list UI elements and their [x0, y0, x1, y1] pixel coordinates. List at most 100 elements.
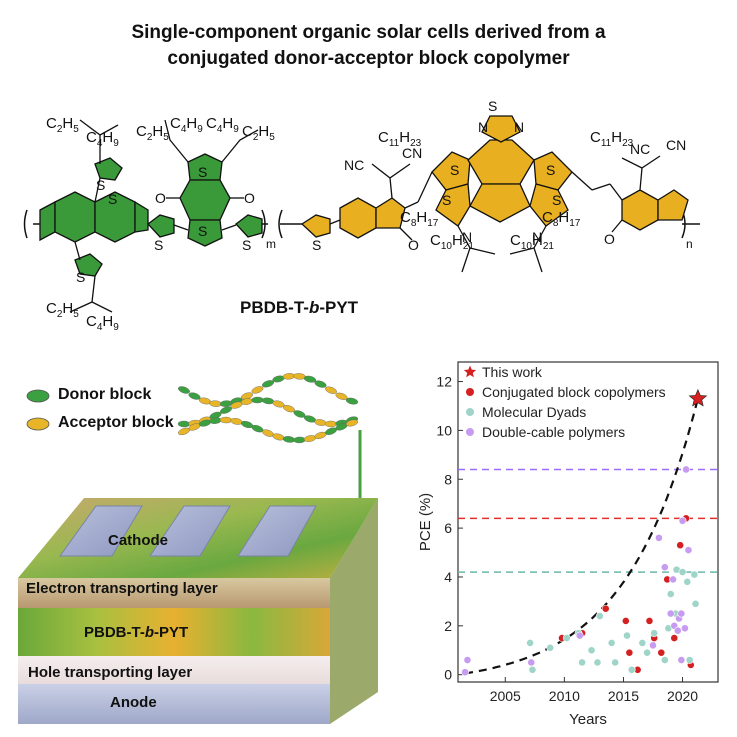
data-point	[682, 465, 690, 474]
side-chain-c8h17: C8H17	[400, 209, 439, 230]
side-chain-c10h21: C10H21	[510, 232, 554, 253]
atom-o: O	[244, 190, 255, 206]
spacer-thiophene-2	[235, 214, 263, 238]
chain-segment	[314, 419, 327, 426]
bracket-left-2	[278, 209, 283, 239]
x-axis-label: Years	[569, 711, 607, 728]
atom-s: S	[198, 164, 207, 180]
data-point	[607, 639, 616, 647]
chain-segment	[251, 396, 264, 404]
data-point	[670, 634, 679, 642]
y-tick-label: 12	[436, 374, 452, 390]
polymer-name: PBDB-T-b-PYT	[240, 298, 359, 317]
legend-marker	[466, 428, 474, 436]
data-point	[673, 626, 682, 635]
cyano-cn: CN	[666, 137, 686, 153]
repeat-m: m	[266, 237, 276, 251]
right-end-group	[621, 189, 689, 231]
data-point	[690, 570, 699, 579]
data-point	[611, 658, 620, 667]
side-chain-c4h9: C4H9	[86, 313, 119, 334]
y-tick-label: 0	[444, 667, 452, 683]
data-point	[684, 546, 693, 554]
cyano-nc: NC	[630, 141, 650, 157]
data-point	[666, 609, 675, 618]
data-point	[578, 658, 586, 667]
data-point	[527, 658, 536, 667]
chain-segment	[293, 373, 306, 380]
data-point	[678, 516, 687, 525]
anode-layer	[18, 684, 330, 724]
spacer-thiophene-1	[147, 214, 175, 238]
data-point	[677, 656, 686, 664]
y-axis-label: PCE (%)	[418, 493, 434, 551]
atom-s: S	[552, 192, 561, 208]
atom-n: N	[532, 229, 542, 245]
cathode-strip	[237, 505, 317, 557]
data-point	[528, 665, 537, 674]
atom-s: S	[96, 177, 105, 193]
bdt-bottom-thiophene	[74, 253, 103, 277]
cyano-nc: NC	[344, 157, 364, 173]
acceptor-legend-label: Acceptor block	[58, 414, 174, 431]
data-point	[601, 604, 610, 613]
data-point	[627, 665, 636, 674]
donor-legend-marker	[26, 389, 50, 403]
y-tick-label: 10	[436, 422, 452, 438]
chain-segment	[261, 397, 275, 405]
acceptor-legend-marker	[26, 417, 50, 431]
data-point	[685, 656, 694, 664]
atom-o: O	[408, 237, 419, 253]
active-layer-label: PBDB-T-b-PYT	[84, 624, 189, 641]
cathode-label: Cathode	[108, 532, 168, 549]
cathode-strip	[59, 505, 143, 557]
y-tick-label: 6	[444, 520, 452, 536]
atom-s: S	[488, 98, 497, 114]
chain-segment	[177, 420, 191, 428]
side-chain-c8h17: C8H17	[542, 209, 581, 230]
legend-marker-star	[463, 365, 477, 378]
left-end-group	[339, 197, 406, 239]
legend-label: Conjugated block copolymers	[482, 384, 666, 400]
chain-segment	[345, 397, 359, 405]
data-point	[526, 639, 534, 647]
side-chain-c2h5: C2H5	[242, 123, 275, 144]
chain-segment	[345, 419, 359, 427]
data-point	[666, 590, 675, 598]
data-point	[677, 609, 686, 618]
atom-s: S	[198, 223, 207, 239]
legend-marker	[466, 408, 474, 416]
chain-segment	[324, 420, 338, 428]
side-chain-c4h9: C4H9	[86, 129, 119, 150]
atom-s: S	[76, 269, 85, 285]
chain-segment	[303, 375, 317, 383]
data-point	[546, 643, 555, 652]
data-point	[676, 541, 685, 550]
legend-marker	[466, 388, 474, 396]
side-chain-c11h23: C11H23	[378, 129, 422, 150]
data-point	[657, 648, 666, 657]
bracket-left	[23, 209, 28, 239]
bdt-unit	[39, 191, 149, 243]
data-point-star	[688, 388, 708, 407]
figure-title-line1: Single-component organic solar cells der…	[131, 22, 606, 43]
data-point	[655, 533, 663, 542]
side-chain-c11h23: C11H23	[590, 129, 634, 150]
pce-chart: 0 2 4 6 8 10 12 2005 2010 2015 2020 Years PCE (%) Thi…	[418, 361, 719, 728]
data-point	[562, 634, 571, 642]
trend-curve	[464, 398, 699, 675]
legend-markers	[26, 389, 50, 431]
figure-title-line2: conjugated donor-acceptor block copolyme…	[167, 48, 570, 69]
plot-frame	[457, 361, 719, 683]
data-point	[575, 631, 584, 640]
chain-segment	[230, 418, 243, 425]
atom-o: O	[604, 231, 615, 247]
atom-s: S	[450, 162, 459, 178]
bdd-unit	[179, 153, 231, 247]
donor-legend-label: Donor block	[58, 386, 152, 403]
x-tick-label: 2020	[667, 688, 698, 704]
side-chain-c2h5: C2H5	[46, 300, 79, 321]
y-tick-label: 8	[444, 471, 452, 487]
data-point	[660, 656, 669, 664]
